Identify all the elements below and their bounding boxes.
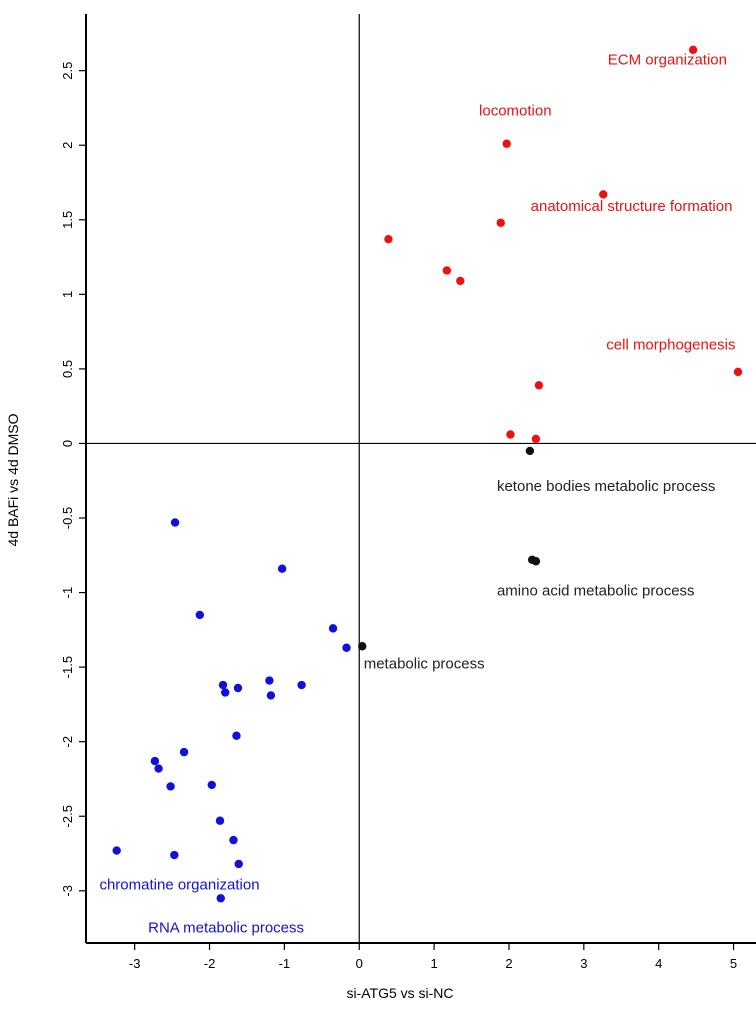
annotations: ECM organization locomotion anatomical str… — [99, 52, 735, 937]
point-down — [195, 610, 204, 620]
y-tick-label: -2 — [60, 736, 75, 748]
y-tick-label: 2.5 — [60, 62, 75, 80]
annotation-label: metabolic process — [364, 656, 485, 673]
y-tick-label: -1 — [60, 587, 75, 599]
point-down — [112, 846, 121, 855]
x-tick-label: 2 — [505, 956, 512, 971]
point-down — [342, 643, 351, 652]
reference-lines — [86, 14, 756, 943]
x-axis-title: si-ATG5 vs si-NC — [346, 985, 453, 1001]
point-down — [328, 624, 338, 633]
y-tick-label: -1.5 — [60, 656, 75, 678]
y-tick-label: 0 — [60, 440, 75, 447]
point-down — [218, 680, 228, 690]
point-down — [207, 780, 216, 790]
annotation-label: RNA metabolic process — [148, 920, 304, 937]
point-down — [232, 731, 241, 740]
point-down — [229, 835, 238, 845]
point-up — [531, 434, 541, 444]
point-up — [599, 190, 608, 199]
x-tick-label: -2 — [204, 956, 216, 971]
point-down — [154, 764, 163, 773]
point-down — [234, 859, 243, 869]
point-down — [179, 747, 189, 757]
axes: -3 -2 -1 0 1 2 3 4 5 -3 -2.5 -2 -1.5 -1 -0.5 0 0.5 1 1.5 2 2… — [60, 14, 756, 971]
x-tick-label: 5 — [730, 956, 737, 971]
point-down — [221, 688, 230, 697]
annotation-label: amino acid metabolic process — [497, 583, 695, 600]
point-down — [265, 676, 274, 685]
point-down — [215, 816, 225, 825]
point-down — [166, 782, 175, 791]
y-tick-label: -0.5 — [60, 507, 75, 529]
y-axis-title: 4d BAFi vs 4d DMSO — [5, 413, 21, 546]
point-up — [456, 276, 465, 286]
point-down — [216, 894, 225, 903]
annotation-label: chromatine organization — [99, 876, 259, 893]
x-tick-label: 3 — [580, 956, 587, 971]
annotation-label: locomotion — [479, 102, 552, 119]
x-tick-label: 1 — [430, 956, 437, 971]
point-down — [297, 680, 306, 690]
point-down — [266, 691, 276, 700]
annotation-label: anatomical structure formation — [531, 198, 733, 215]
point-up — [688, 45, 698, 54]
annotation-label: cell morphogenesis — [606, 337, 735, 354]
point-up — [496, 218, 505, 227]
x-tick-label: -1 — [279, 956, 291, 971]
x-tick-label: -3 — [129, 956, 141, 971]
point-down — [170, 850, 179, 860]
y-tick-label: 1 — [60, 291, 75, 298]
annotation-label: ketone bodies metabolic process — [497, 478, 715, 495]
y-tick-label: 0.5 — [60, 360, 75, 378]
x-tick-label: 0 — [356, 956, 363, 971]
point-up — [506, 430, 515, 439]
y-tick-label: 2 — [60, 142, 75, 149]
annotation-label: ECM organization — [608, 52, 727, 69]
point-up — [733, 367, 743, 377]
point-other — [525, 446, 535, 456]
point-up — [502, 139, 511, 148]
point-other — [358, 642, 367, 651]
point-other — [531, 557, 541, 566]
point-up — [384, 234, 393, 244]
x-tick-label: 4 — [655, 956, 662, 971]
point-down — [277, 564, 287, 573]
y-tick-label: 1.5 — [60, 211, 75, 229]
point-up — [534, 381, 544, 390]
y-tick-label: -2.5 — [60, 805, 75, 827]
y-tick-label: -3 — [60, 885, 75, 897]
point-down — [150, 756, 160, 766]
point-down — [170, 518, 180, 527]
point-down — [233, 683, 243, 693]
point-up — [442, 266, 452, 275]
data-points — [112, 45, 743, 903]
